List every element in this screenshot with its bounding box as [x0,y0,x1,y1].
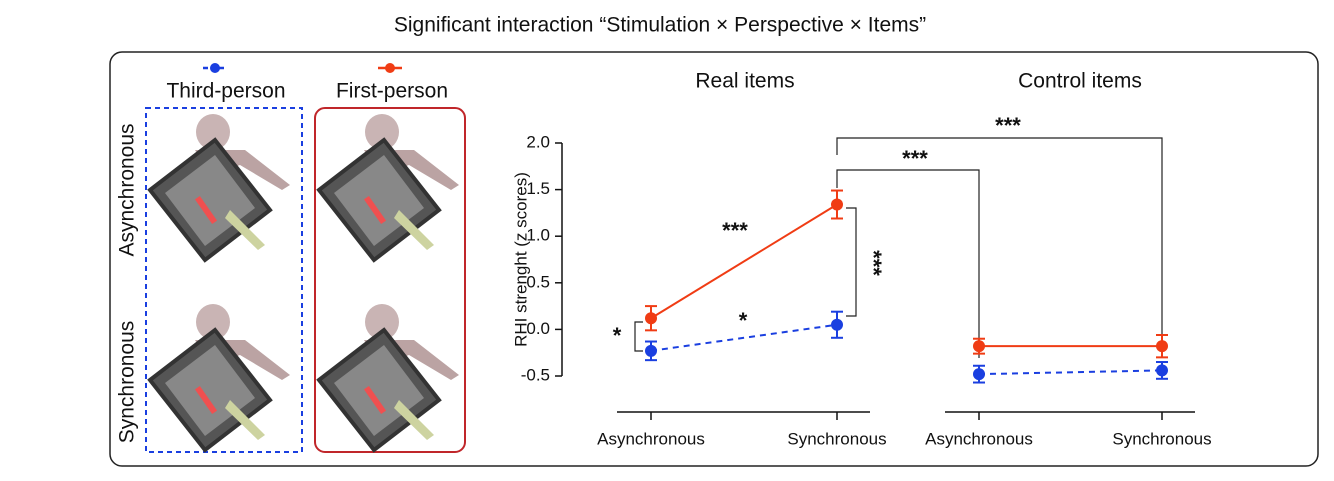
data-point [973,340,985,353]
x-tick-label: Synchronous [787,429,886,448]
y-tick-label: 2.0 [526,132,550,151]
x-tick-label: Asynchronous [597,429,705,448]
y-tick-label: 1.0 [526,226,550,245]
series-line [650,203,838,320]
legend-label: First-person [336,80,448,103]
data-point [645,312,657,325]
data-point [645,344,657,357]
x-tick-label: Asynchronous [925,429,1033,448]
significance-label: *** [861,250,886,276]
data-point [831,198,843,211]
significance-label: *** [722,218,748,243]
row-label: Asynchronous [116,123,139,256]
panel-title: Control items [1018,70,1142,93]
figure-title: Significant interaction “Stimulation × P… [394,14,926,37]
row-label: Synchronous [116,321,139,444]
significance-label: *** [902,146,928,171]
illustrations [147,112,461,452]
x-tick-label: Synchronous [1112,429,1211,448]
bracket [836,137,1163,358]
legend-marker [385,63,395,73]
data-point [973,368,985,381]
y-tick-label: 1.5 [526,179,550,198]
y-tick-label: 0.0 [526,319,550,338]
bracket [634,321,643,352]
panel-title: Real items [695,70,794,93]
frame [109,51,1319,467]
series-line [650,323,838,352]
bracket [846,207,857,317]
legend-label: Third-person [166,80,285,103]
y-tick-label: -0.5 [521,365,550,384]
first-person-box [314,107,466,453]
legend-marker [210,63,220,73]
series-line [978,369,1163,376]
data-point [1156,340,1168,353]
y-axis-label: RHI strenght (z scores) [511,172,530,347]
significance-label: * [739,308,748,333]
body-illustration [147,114,290,263]
bracket [836,169,980,358]
significance-label: * [613,323,622,348]
data-point [1156,364,1168,377]
third-person-box [145,107,303,453]
data-point [831,318,843,331]
y-tick-label: 0.5 [526,272,550,291]
significance-label: *** [995,113,1021,138]
